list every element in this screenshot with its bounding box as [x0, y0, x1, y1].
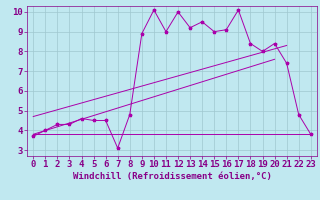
- X-axis label: Windchill (Refroidissement éolien,°C): Windchill (Refroidissement éolien,°C): [73, 172, 271, 181]
